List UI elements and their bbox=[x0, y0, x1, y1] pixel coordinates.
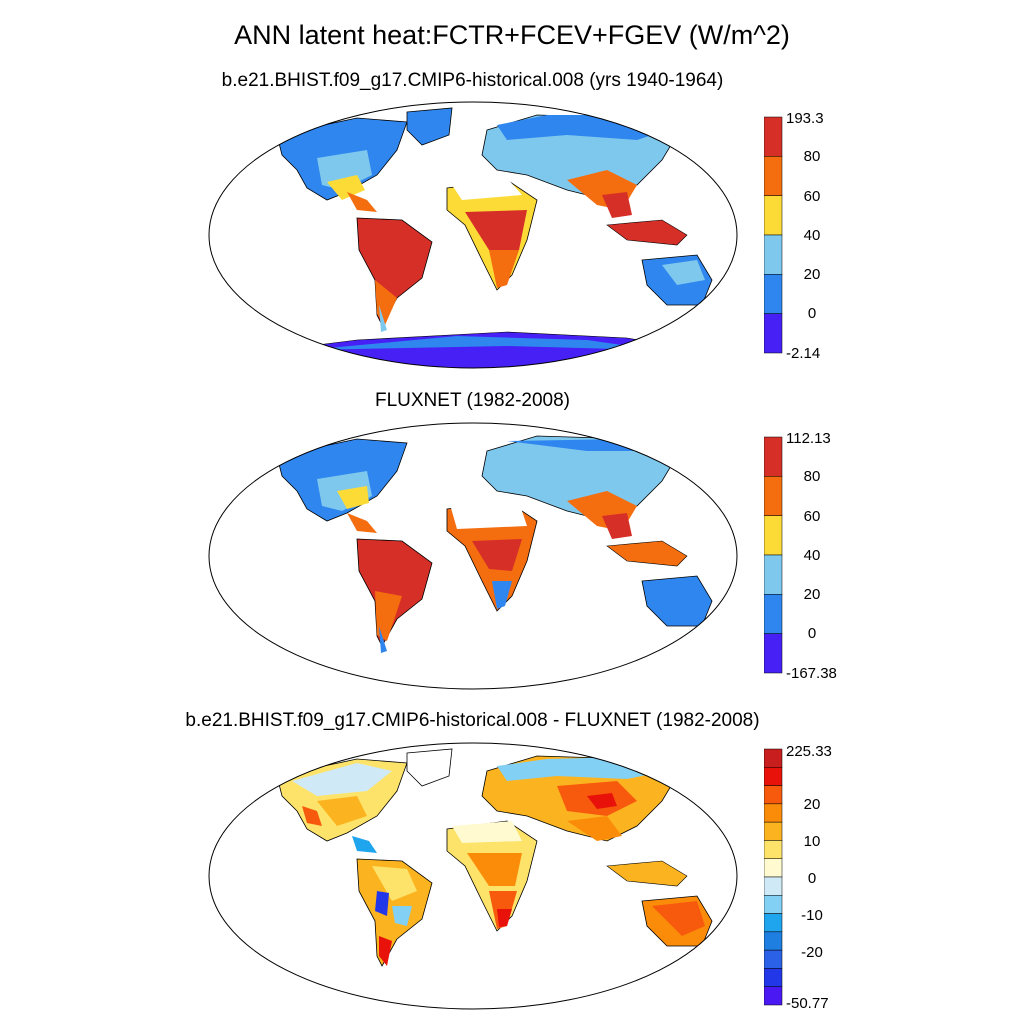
panel-3-colorbar: 225.33 20 10 0 -10 -20 -50.77 bbox=[764, 746, 832, 1011]
colorbar-box bbox=[764, 895, 783, 914]
colorbar-tick-label: 40 bbox=[804, 547, 821, 564]
colorbar-tick-label: 10 bbox=[804, 833, 821, 850]
colorbar-tick-label: 40 bbox=[804, 227, 821, 244]
panel-1-map bbox=[208, 101, 738, 369]
colorbar-box bbox=[764, 803, 783, 823]
colorbar-box bbox=[764, 476, 783, 516]
colorbar-max-label: 193.3 bbox=[786, 113, 824, 127]
colorbar-box bbox=[764, 116, 783, 157]
colorbar-tick-label: 80 bbox=[804, 148, 821, 165]
colorbar-box bbox=[764, 594, 783, 634]
colorbar-tick-label: 60 bbox=[804, 188, 821, 205]
colorbar-tick-label: 0 bbox=[808, 305, 816, 322]
figure-title: ANN latent heat:FCTR+FCEV+FGEV (W/m^2) bbox=[234, 20, 790, 50]
panel-1-title: b.e21.BHIST.f09_g17.CMIP6-historical.008… bbox=[221, 70, 724, 91]
colorbar-tick-label: 80 bbox=[804, 468, 821, 485]
colorbar-box bbox=[764, 968, 783, 987]
colorbar-box bbox=[764, 913, 783, 933]
colorbar-tick-label: 0 bbox=[808, 870, 816, 887]
panel-3-map bbox=[208, 742, 738, 1010]
colorbar-min-label: -2.14 bbox=[786, 345, 820, 362]
colorbar-box bbox=[764, 554, 783, 595]
colorbar-max-label: 112.13 bbox=[786, 433, 831, 447]
colorbar-tick-label: 20 bbox=[804, 266, 821, 283]
colorbar-box bbox=[764, 821, 783, 841]
colorbar-tick-label: 60 bbox=[804, 508, 821, 525]
colorbar-box bbox=[764, 931, 783, 951]
colorbar-box bbox=[764, 986, 783, 1006]
colorbar-box bbox=[764, 785, 783, 805]
panel-2-colorbar: 112.13 80 60 40 20 0 -167.38 bbox=[764, 433, 837, 682]
colorbar-tick-label: 20 bbox=[804, 796, 821, 813]
panel-1-colorbar: 193.3 80 60 40 20 0 -2.14 bbox=[764, 113, 824, 362]
colorbar-box bbox=[764, 767, 783, 786]
colorbar-box bbox=[764, 156, 783, 196]
colorbar-box bbox=[764, 949, 783, 969]
colorbar-box bbox=[764, 876, 783, 896]
colorbar-box bbox=[764, 840, 783, 859]
colorbar-box bbox=[764, 195, 783, 236]
colorbar-box bbox=[764, 313, 783, 354]
panel-3-title: b.e21.BHIST.f09_g17.CMIP6-historical.008… bbox=[185, 710, 760, 731]
colorbar-box bbox=[764, 515, 783, 556]
colorbar-box bbox=[764, 858, 783, 878]
panel-2-title: FLUXNET (1982-2008) bbox=[374, 390, 571, 411]
panel-2-map bbox=[208, 422, 738, 690]
colorbar-box bbox=[764, 633, 783, 674]
colorbar-tick-label: 0 bbox=[808, 625, 816, 642]
colorbar-min-label: -50.77 bbox=[786, 995, 829, 1011]
colorbar-box bbox=[764, 748, 783, 768]
colorbar-box bbox=[764, 234, 783, 275]
colorbar-tick-label: 20 bbox=[804, 586, 821, 603]
colorbar-box bbox=[764, 274, 783, 314]
colorbar-box bbox=[764, 436, 783, 477]
colorbar-max-label: 225.33 bbox=[786, 746, 832, 760]
colorbar-tick-label: -20 bbox=[801, 944, 823, 961]
colorbar-tick-label: -10 bbox=[801, 907, 823, 924]
colorbar-min-label: -167.38 bbox=[786, 665, 837, 682]
